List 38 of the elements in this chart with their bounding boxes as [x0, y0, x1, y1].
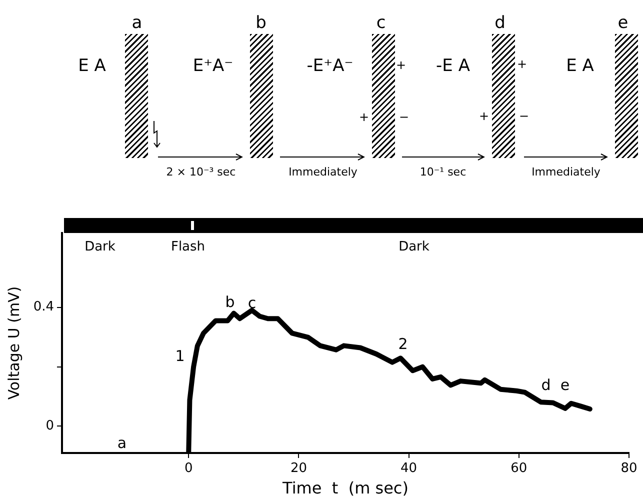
- text: c: [376, 13, 386, 33]
- text: -E⁺A⁻: [306, 56, 354, 76]
- text: E⁺A⁻: [192, 56, 234, 76]
- x-tick-label: 20: [290, 461, 307, 476]
- text: −: [518, 109, 530, 123]
- text: Immediately: [532, 166, 600, 178]
- text: a: [132, 13, 142, 33]
- annotation: e: [560, 376, 570, 394]
- x-tick-label: 40: [400, 461, 418, 476]
- text: E A: [566, 56, 594, 76]
- text: −: [398, 110, 410, 124]
- x-tick-label: 60: [510, 461, 528, 476]
- text: Immediately: [288, 166, 358, 178]
- annotation: Dark: [84, 240, 116, 254]
- annotation: c: [248, 294, 256, 312]
- annotation: a: [117, 434, 127, 452]
- text: 10⁻¹ sec: [420, 166, 466, 178]
- text: +: [478, 109, 490, 123]
- text: -E A: [436, 56, 470, 76]
- text: e: [618, 13, 628, 33]
- text: d: [494, 13, 506, 33]
- y-tick-label: 0.4: [33, 300, 54, 315]
- text: +: [358, 110, 370, 124]
- annotation: Flash: [170, 240, 206, 254]
- annotation: d: [541, 376, 551, 394]
- text: 2 × 10⁻³ sec: [166, 166, 236, 178]
- annotation: b: [225, 293, 235, 311]
- text: E A: [78, 56, 106, 76]
- annotation: Dark: [398, 240, 430, 254]
- x-tick-label: 0: [184, 461, 193, 476]
- x-axis-title: Time t (m sec): [282, 478, 408, 498]
- y-axis-title: Voltage U (mV): [4, 286, 23, 400]
- text: b: [256, 13, 266, 33]
- text: +: [396, 58, 406, 72]
- x-tick-label: 80: [620, 461, 638, 476]
- annotation: 2: [398, 335, 408, 353]
- text: +: [516, 57, 528, 71]
- annotation: 1: [175, 347, 185, 365]
